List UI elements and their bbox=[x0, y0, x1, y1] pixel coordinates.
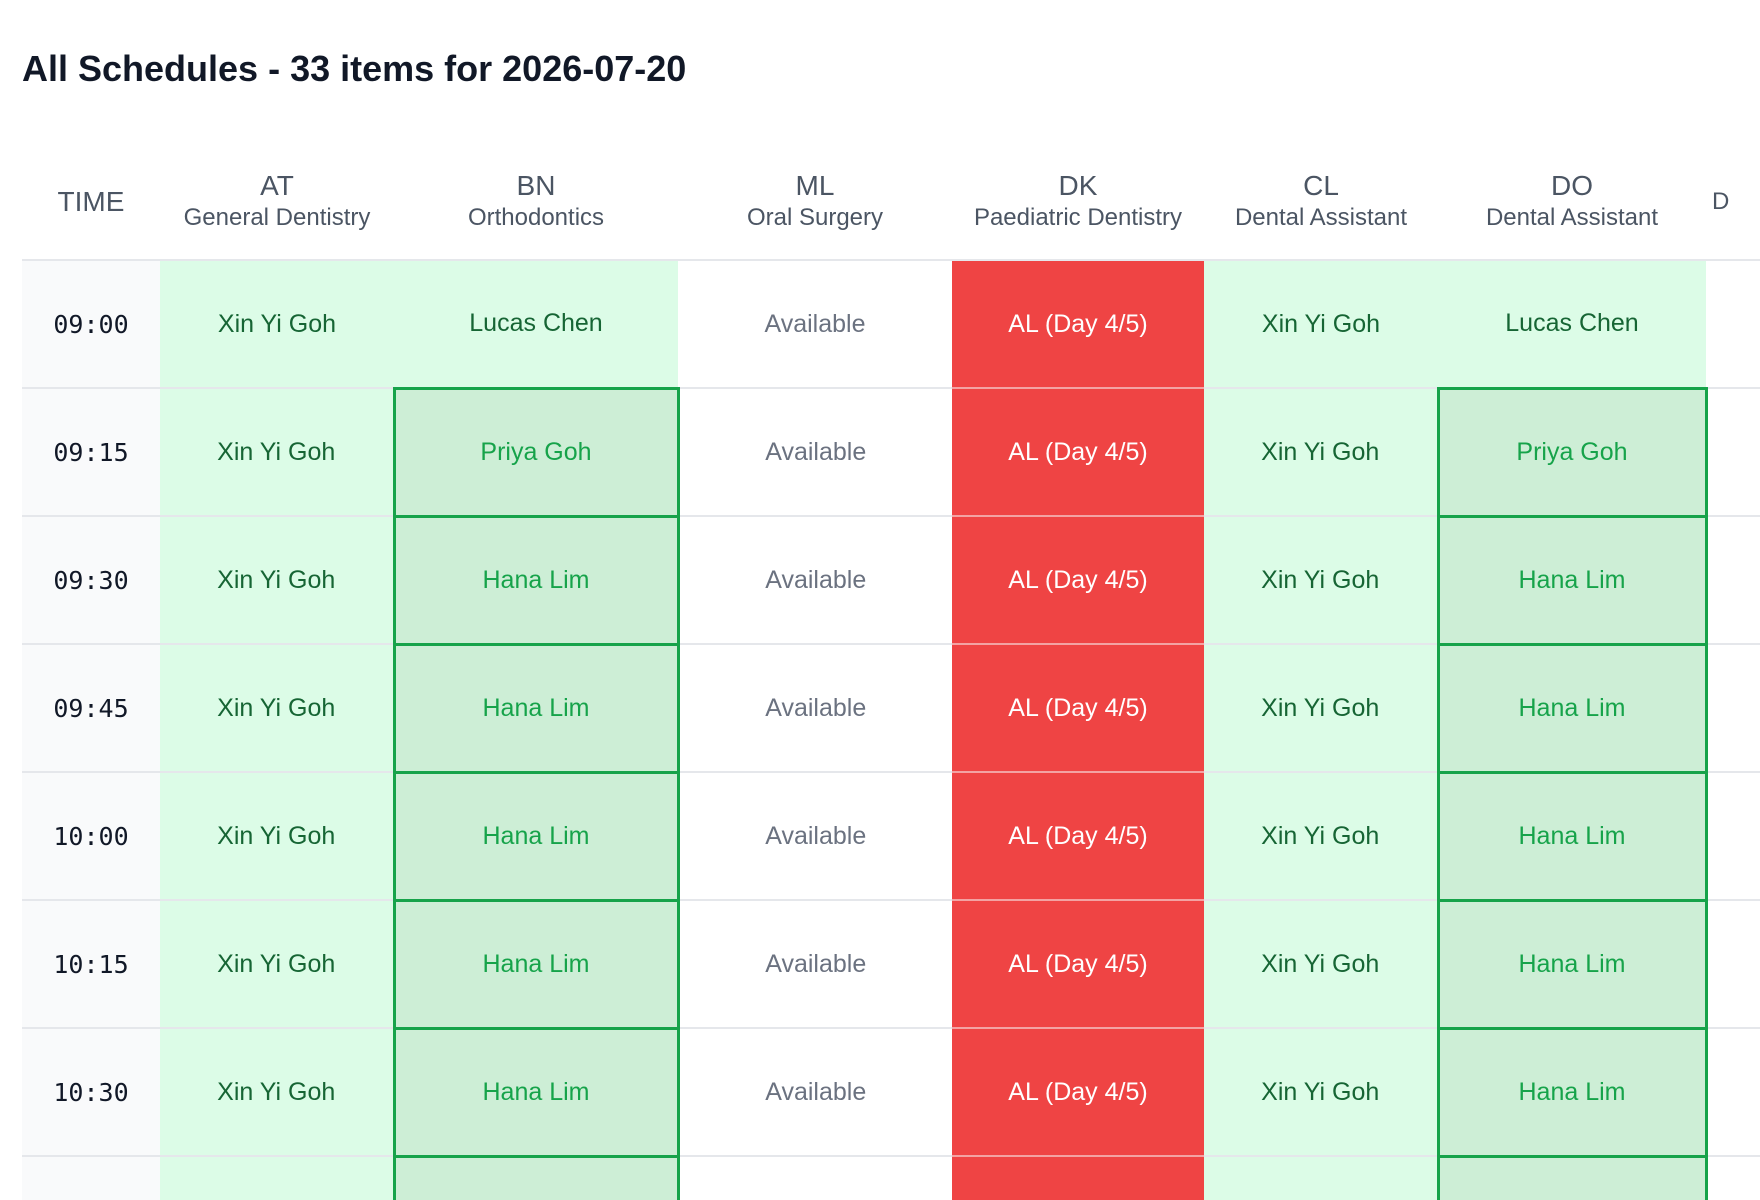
schedule-cell-empty bbox=[1706, 516, 1760, 645]
schedule-cell-empty bbox=[1706, 772, 1760, 901]
schedule-cell-alt[interactable] bbox=[1436, 1154, 1708, 1200]
schedule-cell-assigned[interactable]: Lucas Chen bbox=[1438, 260, 1706, 389]
schedule-cell-leave[interactable]: AL (Day 4/5) bbox=[952, 644, 1204, 773]
column-specialty: Paediatric Dentistry bbox=[973, 204, 1183, 231]
schedule-cell-empty bbox=[1706, 644, 1760, 773]
column-code: CL bbox=[1303, 170, 1339, 201]
schedule-cell-available[interactable]: Available bbox=[678, 388, 952, 517]
schedule-cell-assigned[interactable]: Xin Yi Goh bbox=[1204, 1028, 1438, 1157]
column-code: DO bbox=[1551, 170, 1593, 201]
column-code: BN bbox=[516, 170, 556, 201]
table-row: 09:45 Xin Yi Goh Hana Lim Available AL (Day … bbox=[22, 642, 1760, 774]
time-slot-label bbox=[22, 1156, 160, 1200]
table-row: 10:30 Xin Yi Goh Hana Lim Available AL (Day … bbox=[22, 1026, 1760, 1158]
column-code: DK bbox=[1058, 170, 1098, 201]
table-row bbox=[22, 1154, 1760, 1200]
schedule-cell-alt[interactable]: Hana Lim bbox=[392, 898, 680, 1030]
schedule-cell-alt[interactable]: Hana Lim bbox=[392, 642, 680, 774]
schedule-cell-alt[interactable]: Priya Goh bbox=[1436, 386, 1708, 518]
column-header[interactable]: AT General Dentistry bbox=[160, 145, 394, 261]
time-header-label: TIME bbox=[57, 186, 125, 217]
schedule-cell-assigned[interactable]: Xin Yi Goh bbox=[1204, 516, 1438, 645]
table-row: 10:00 Xin Yi Goh Hana Lim Available AL (Day … bbox=[22, 770, 1760, 902]
schedule-cell-empty bbox=[1706, 260, 1760, 389]
schedule-cell-assigned[interactable]: Xin Yi Goh bbox=[160, 1028, 394, 1157]
schedule-cell-assigned[interactable]: Xin Yi Goh bbox=[1204, 260, 1438, 389]
column-specialty: D bbox=[1712, 188, 1730, 215]
schedule-cell-assigned[interactable] bbox=[160, 1156, 394, 1200]
column-specialty: Dental Assistant bbox=[1485, 204, 1659, 231]
schedule-cell-leave[interactable]: AL (Day 4/5) bbox=[952, 772, 1204, 901]
schedule-cell-available[interactable]: Available bbox=[678, 900, 952, 1029]
header-row: TIME AT General Dentistry BN Orthodontic… bbox=[22, 145, 1760, 261]
column-specialty: Orthodontics bbox=[467, 204, 605, 231]
schedule-cell-available[interactable]: Available bbox=[678, 644, 952, 773]
page-title: All Schedules - 33 items for 2026-07-20 bbox=[22, 48, 687, 89]
schedule-cell-empty bbox=[1706, 900, 1760, 1029]
schedule-cell-alt[interactable]: Hana Lim bbox=[392, 1026, 680, 1158]
schedule-cell-available[interactable]: Available bbox=[678, 516, 952, 645]
schedule-cell-leave[interactable]: AL (Day 4/5) bbox=[952, 1028, 1204, 1157]
schedule-cell-assigned[interactable]: Xin Yi Goh bbox=[1204, 644, 1438, 773]
schedule-cell-available[interactable]: Available bbox=[678, 772, 952, 901]
time-slot-label: 09:30 bbox=[22, 516, 160, 645]
schedule-cell-assigned[interactable]: Xin Yi Goh bbox=[1204, 772, 1438, 901]
time-slot-label: 09:45 bbox=[22, 644, 160, 773]
schedule-cell-assigned[interactable]: Xin Yi Goh bbox=[160, 772, 394, 901]
schedule-grid: TIME AT General Dentistry BN Orthodontic… bbox=[22, 145, 1760, 1200]
schedule-cell-alt[interactable] bbox=[392, 1154, 680, 1200]
schedule-cell-assigned[interactable]: Xin Yi Goh bbox=[1204, 900, 1438, 1029]
schedule-cell-leave[interactable]: AL (Day 4/5) bbox=[952, 900, 1204, 1029]
time-slot-label: 10:15 bbox=[22, 900, 160, 1029]
schedule-cell-empty bbox=[1706, 1156, 1760, 1200]
column-header[interactable]: D bbox=[1706, 145, 1760, 261]
schedule-cell-assigned[interactable]: Xin Yi Goh bbox=[1204, 388, 1438, 517]
column-specialty: Oral Surgery bbox=[746, 204, 884, 231]
column-header[interactable]: DO Dental Assistant bbox=[1438, 145, 1706, 261]
schedule-cell-leave[interactable] bbox=[952, 1156, 1204, 1200]
schedule-cell-assigned[interactable]: Xin Yi Goh bbox=[160, 260, 394, 389]
time-slot-label: 09:00 bbox=[22, 260, 160, 389]
schedule-cell-alt[interactable]: Hana Lim bbox=[1436, 1026, 1708, 1158]
table-row: 09:15 Xin Yi Goh Priya Goh Available AL (Day… bbox=[22, 386, 1760, 518]
column-header[interactable]: CL Dental Assistant bbox=[1204, 145, 1438, 261]
table-row: 09:30 Xin Yi Goh Hana Lim Available AL (Day … bbox=[22, 514, 1760, 646]
column-header[interactable]: ML Oral Surgery bbox=[678, 145, 952, 261]
schedule-cell-alt[interactable]: Priya Goh bbox=[392, 386, 680, 518]
schedule-cell-alt[interactable]: Hana Lim bbox=[1436, 770, 1708, 902]
schedule-cell-assigned[interactable]: Xin Yi Goh bbox=[160, 900, 394, 1029]
column-specialty: Dental Assistant bbox=[1234, 204, 1408, 231]
schedule-cell-assigned[interactable]: Xin Yi Goh bbox=[160, 644, 394, 773]
schedule-cell-assigned[interactable]: Xin Yi Goh bbox=[160, 388, 394, 517]
column-header[interactable]: BN Orthodontics bbox=[394, 145, 678, 261]
time-column-header: TIME bbox=[22, 145, 160, 261]
schedule-cell-available[interactable]: Available bbox=[678, 260, 952, 389]
schedule-cell-leave[interactable]: AL (Day 4/5) bbox=[952, 516, 1204, 645]
table-row: 10:15 Xin Yi Goh Hana Lim Available AL (Day … bbox=[22, 898, 1760, 1030]
schedule-cell-alt[interactable]: Hana Lim bbox=[392, 514, 680, 646]
schedule-cell-leave[interactable]: AL (Day 4/5) bbox=[952, 260, 1204, 389]
schedule-cell-assigned[interactable]: Lucas Chen bbox=[394, 260, 678, 389]
column-specialty: General Dentistry bbox=[183, 204, 371, 231]
schedule-cell-empty bbox=[1706, 388, 1760, 517]
table-row: 09:00 Xin Yi Goh Lucas Chen Available AL (Da… bbox=[22, 260, 1760, 389]
time-slot-label: 10:30 bbox=[22, 1028, 160, 1157]
column-header[interactable]: DK Paediatric Dentistry bbox=[952, 145, 1204, 261]
schedule-cell-alt[interactable]: Hana Lim bbox=[1436, 898, 1708, 1030]
schedule-cell-alt[interactable]: Hana Lim bbox=[392, 770, 680, 902]
schedule-cell-leave[interactable]: AL (Day 4/5) bbox=[952, 388, 1204, 517]
schedule-cell-available[interactable]: Available bbox=[678, 1028, 952, 1157]
column-code: AT bbox=[260, 170, 294, 201]
time-slot-label: 10:00 bbox=[22, 772, 160, 901]
schedule-cell-assigned[interactable] bbox=[1204, 1156, 1438, 1200]
time-slot-label: 09:15 bbox=[22, 388, 160, 517]
column-code: ML bbox=[795, 170, 835, 201]
schedule-cell-empty bbox=[1706, 1028, 1760, 1157]
schedule-cell-alt[interactable]: Hana Lim bbox=[1436, 514, 1708, 646]
schedule-cell-available[interactable] bbox=[678, 1156, 952, 1200]
schedule-cell-alt[interactable]: Hana Lim bbox=[1436, 642, 1708, 774]
schedule-cell-assigned[interactable]: Xin Yi Goh bbox=[160, 516, 394, 645]
schedule-body: 09:00 Xin Yi Goh Lucas Chen Available AL (Da… bbox=[22, 260, 1760, 1200]
